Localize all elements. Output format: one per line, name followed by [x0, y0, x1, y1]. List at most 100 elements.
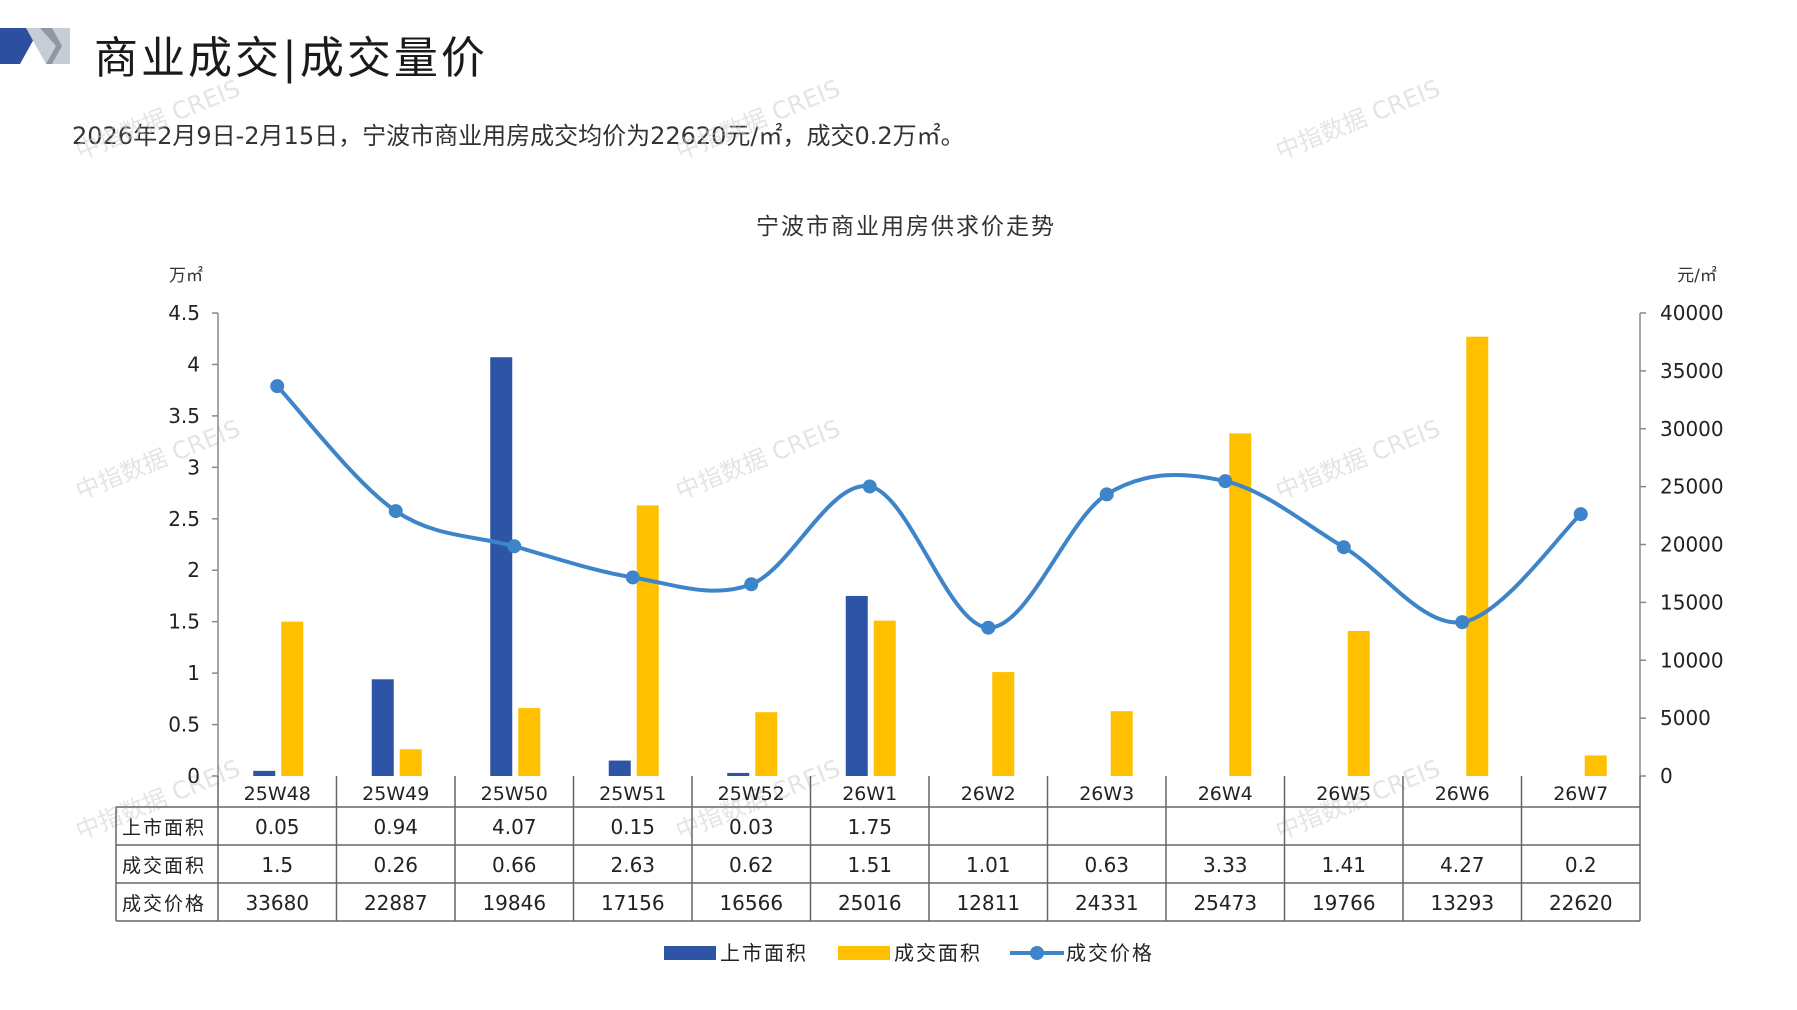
- right-tick-label: 20000: [1660, 533, 1724, 557]
- category-label: 26W6: [1435, 783, 1490, 805]
- category-label: 26W5: [1316, 783, 1371, 805]
- left-axis-unit: 万㎡: [169, 266, 203, 286]
- table-cell: 12811: [956, 891, 1020, 915]
- table-cell: 0.05: [255, 815, 300, 839]
- deal-area-bar: [755, 712, 778, 776]
- table-cell: 19846: [482, 891, 546, 915]
- table-cell: 1.5: [261, 853, 293, 877]
- left-tick-label: 0: [187, 764, 200, 788]
- table-cell: 0.62: [729, 853, 774, 877]
- table-cell: 0.03: [729, 815, 774, 839]
- table-cell: 3.33: [1203, 853, 1248, 877]
- table-cell: 1.51: [847, 853, 892, 877]
- right-tick-label: 30000: [1660, 417, 1724, 441]
- table-cell: 19766: [1312, 891, 1376, 915]
- price-point: [388, 504, 403, 519]
- table-cell: 0.15: [610, 815, 655, 839]
- left-tick-label: 0.5: [168, 713, 200, 737]
- table-row-header: 上市面积: [122, 817, 206, 839]
- axes: 0 0.5 1 1.5 2 2.5 3 3.5 4 4.5 0 5000 10000 15000 20000…: [168, 301, 1723, 788]
- price-point: [270, 379, 285, 394]
- right-tick-label: 35000: [1660, 359, 1724, 383]
- category-label: 25W52: [718, 783, 785, 805]
- price-point: [862, 479, 877, 494]
- category-label: 26W2: [961, 783, 1016, 805]
- watermark-text: 中指数据 CREIS: [1272, 74, 1444, 165]
- deal-area-bar: [1466, 336, 1489, 776]
- table-cell: 0.26: [373, 853, 418, 877]
- category-label: 26W3: [1079, 783, 1134, 805]
- chart-title: 宁波市商业用房供求价走势: [756, 214, 1056, 240]
- right-tick-label: 15000: [1660, 590, 1724, 614]
- table-cell: 1.75: [847, 815, 892, 839]
- price-point: [1336, 540, 1351, 555]
- table-cell: 25016: [838, 891, 902, 915]
- legend-swatch: [664, 946, 716, 960]
- table-cell: 22887: [364, 891, 428, 915]
- deal-area-bar: [281, 621, 304, 776]
- table-row-header: 成交面积: [122, 855, 206, 877]
- table-cell: 4.27: [1440, 853, 1485, 877]
- legend-label: 成交价格: [1066, 941, 1154, 965]
- legend-label: 成交面积: [894, 941, 982, 965]
- category-label: 25W51: [599, 783, 666, 805]
- left-tick-label: 2.5: [168, 507, 200, 531]
- supply-area-bar: [727, 772, 750, 776]
- right-axis-unit: 元/㎡: [1677, 266, 1717, 286]
- data-table: 25W48 25W49 25W50 25W51 25W52 26W1 26W2 26W3 26W…: [115, 776, 1641, 922]
- watermark-text: 中指数据 CREIS: [1272, 414, 1444, 505]
- watermark-text: 中指数据 CREIS: [72, 74, 244, 165]
- left-tick-label: 2: [187, 558, 200, 582]
- right-tick-label: 25000: [1660, 475, 1724, 499]
- category-label: 26W7: [1553, 783, 1608, 805]
- deal-area-bar: [399, 749, 422, 776]
- right-tick-label: 0: [1660, 764, 1673, 788]
- left-tick-label: 3.5: [168, 404, 200, 428]
- supply-area-bar: [490, 357, 513, 776]
- right-tick-label: 10000: [1660, 648, 1724, 672]
- deal-area-bar: [636, 505, 659, 776]
- category-label: 25W48: [244, 783, 311, 805]
- price-point: [981, 620, 996, 635]
- price-point: [507, 539, 522, 554]
- summary-text: 2026年2月9日-2月15日，宁波市商业用房成交均价为22620元/㎡，成交0…: [72, 122, 965, 150]
- page-title: 商业成交|成交量价: [94, 33, 488, 84]
- left-tick-label: 3: [187, 455, 200, 479]
- table-cell: 1.01: [966, 853, 1011, 877]
- table-cell: 33680: [245, 891, 309, 915]
- price-point: [744, 577, 759, 592]
- table-row-header: 成交价格: [122, 893, 206, 915]
- supply-area-bar: [845, 595, 868, 776]
- deal-area-bar: [1110, 711, 1133, 776]
- price-point: [1455, 615, 1470, 630]
- right-tick-label: 5000: [1660, 706, 1711, 730]
- left-tick-label: 1: [187, 661, 200, 685]
- legend-label: 上市面积: [720, 941, 808, 965]
- price-point: [1573, 507, 1588, 522]
- deal-area-bar: [1229, 433, 1252, 776]
- watermark-text: 中指数据 CREIS: [672, 74, 844, 165]
- left-tick-label: 4.5: [168, 301, 200, 325]
- supply-area-bar: [608, 760, 631, 776]
- legend-marker: [1030, 946, 1044, 960]
- price-point: [1099, 487, 1114, 502]
- category-label: 26W1: [842, 783, 897, 805]
- price-point: [1218, 474, 1233, 489]
- bars: [253, 336, 1607, 776]
- table-cell: 16566: [719, 891, 783, 915]
- table-cell: 25473: [1193, 891, 1257, 915]
- table-cell: 0.2: [1565, 853, 1597, 877]
- deal-area-bar: [992, 672, 1015, 776]
- deal-area-bar: [518, 708, 541, 776]
- category-label: 25W49: [362, 783, 429, 805]
- left-tick-label: 1.5: [168, 610, 200, 634]
- table-cell: 0.63: [1084, 853, 1129, 877]
- table-cell: 1.41: [1321, 853, 1366, 877]
- legend-swatch: [838, 946, 890, 960]
- table-cell: 13293: [1430, 891, 1494, 915]
- deal-area-bar: [873, 620, 896, 776]
- price-line: [270, 379, 1588, 635]
- legend: 上市面积 成交面积 成交价格: [664, 941, 1154, 965]
- left-tick-label: 4: [187, 352, 200, 376]
